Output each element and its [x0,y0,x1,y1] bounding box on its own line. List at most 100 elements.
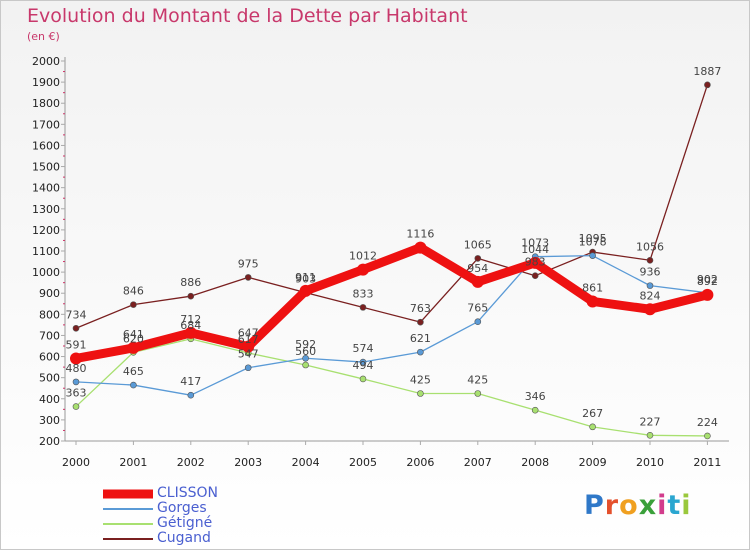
data-point-cugand [130,301,137,308]
data-label-cugand: 763 [410,302,431,315]
x-tick-label: 2000 [62,456,90,469]
data-point-gorges [302,354,309,362]
data-point-getigne [589,423,596,431]
data-label-getigne: 617 [238,333,259,346]
y-tick-label: 1400 [32,182,60,195]
data-label-getigne: 684 [180,319,201,332]
y-tick-label: 1200 [32,224,60,237]
data-label-clisson: 861 [582,281,603,294]
data-point-getigne [474,390,482,397]
axes: 200 300 400 500 600 700 800 900 1000 1100 1200 1300… [32,55,729,469]
data-label-clisson: 712 [180,313,201,326]
y-tick-label: 2000 [32,55,60,68]
data-point-clisson [414,241,427,254]
data-point-clisson [242,340,255,353]
data-label-clisson: 911 [295,271,316,284]
legend-swatch-gorges [103,507,153,510]
data-label-cugand: 734 [66,308,87,321]
y-tick-label: 200 [39,435,60,448]
data-label-gorges: 1078 [579,236,607,249]
data-point-getigne [359,375,367,383]
y-tick-label: 1000 [32,266,60,279]
data-point-cugand [531,272,539,280]
x-tick-label: 2011 [693,456,721,469]
data-label-clisson: 647 [238,327,259,340]
data-label-gorges: 417 [180,375,201,388]
data-point-cugand [359,304,367,311]
y-tick-label: 800 [39,308,60,321]
data-label-getigne: 227 [640,415,661,428]
legend-swatch-clisson [103,489,153,498]
x-tick-label: 2007 [464,456,492,469]
data-label-gorges: 574 [353,342,374,355]
legend-label-gorges: Gorges [157,500,207,516]
data-point-clisson [299,284,312,297]
y-tick-label: 1500 [32,161,60,174]
data-label-getigne: 560 [295,345,316,358]
x-tick-label: 2003 [234,456,262,469]
series-line-cugand [75,84,709,329]
series-line-gorges [75,254,709,396]
y-tick-label: 1900 [32,76,60,89]
data-label-gorges: 902 [697,273,718,286]
data-label-cugand: 903 [295,273,316,286]
data-point-gorges [72,378,80,386]
data-point-clisson [70,352,82,365]
data-label-gorges: 1073 [521,237,549,250]
data-point-gorges [417,348,424,356]
y-tick-label: 1700 [32,118,60,131]
x-tick-label: 2008 [521,456,549,469]
data-point-clisson [644,303,656,316]
data-point-clisson [357,263,369,276]
chart-title: Evolution du Montant de la Dette par Hab… [27,5,468,27]
data-label-cugand: 975 [238,257,259,270]
data-label-clisson: 1012 [349,250,377,263]
data-point-getigne [531,406,539,414]
data-label-clisson: 892 [697,275,718,288]
data-label-cugand: 1056 [636,240,664,253]
x-tick-label: 2009 [579,456,607,469]
y-tick-label: 1600 [32,139,60,152]
data-label-getigne: 363 [66,387,87,400]
data-point-gorges [359,358,367,366]
data-label-clisson: 641 [123,328,144,341]
legend-label-getigne: Gétigné [157,515,213,531]
data-label-getigne: 494 [353,359,374,372]
data-point-cugand [704,81,711,89]
data-point-cugand [646,256,654,264]
x-tick-label: 2010 [636,456,664,469]
data-point-clisson [471,275,484,288]
x-tick-label: 2004 [292,456,320,469]
y-tick-label: 900 [39,287,60,300]
data-label-clisson: 1044 [521,243,549,256]
data-point-gorges [187,391,195,399]
y-tick-label: 300 [39,414,60,427]
data-label-getigne: 267 [582,407,603,420]
data-point-cugand [244,274,252,281]
data-label-clisson: 824 [640,289,661,302]
y-tick-label: 600 [39,351,60,364]
legend-label-clisson: CLISSON [157,485,218,501]
y-tick-label: 500 [39,372,60,385]
data-point-clisson [701,288,714,301]
data-label-getigne: 620 [123,332,144,345]
data-point-gorges [474,318,482,326]
x-tick-label: 2006 [406,456,434,469]
data-label-getigne: 224 [697,416,718,429]
data-point-cugand [474,255,482,262]
y-tick-label: 1100 [32,245,60,258]
data-label-gorges: 480 [66,362,87,375]
data-label-gorges: 547 [238,348,259,361]
data-label-gorges: 765 [467,302,488,315]
y-tick-label: 400 [39,393,60,406]
series-line-getigne [75,338,709,437]
legend-swatch-cugand [103,537,153,540]
data-label-getigne: 346 [525,390,546,403]
data-label-cugand: 1095 [579,232,607,245]
data-point-clisson [586,295,599,308]
legend-label-cugand: Cugand [157,530,211,546]
y-tick-label: 700 [39,329,60,342]
data-point-getigne [72,403,80,410]
